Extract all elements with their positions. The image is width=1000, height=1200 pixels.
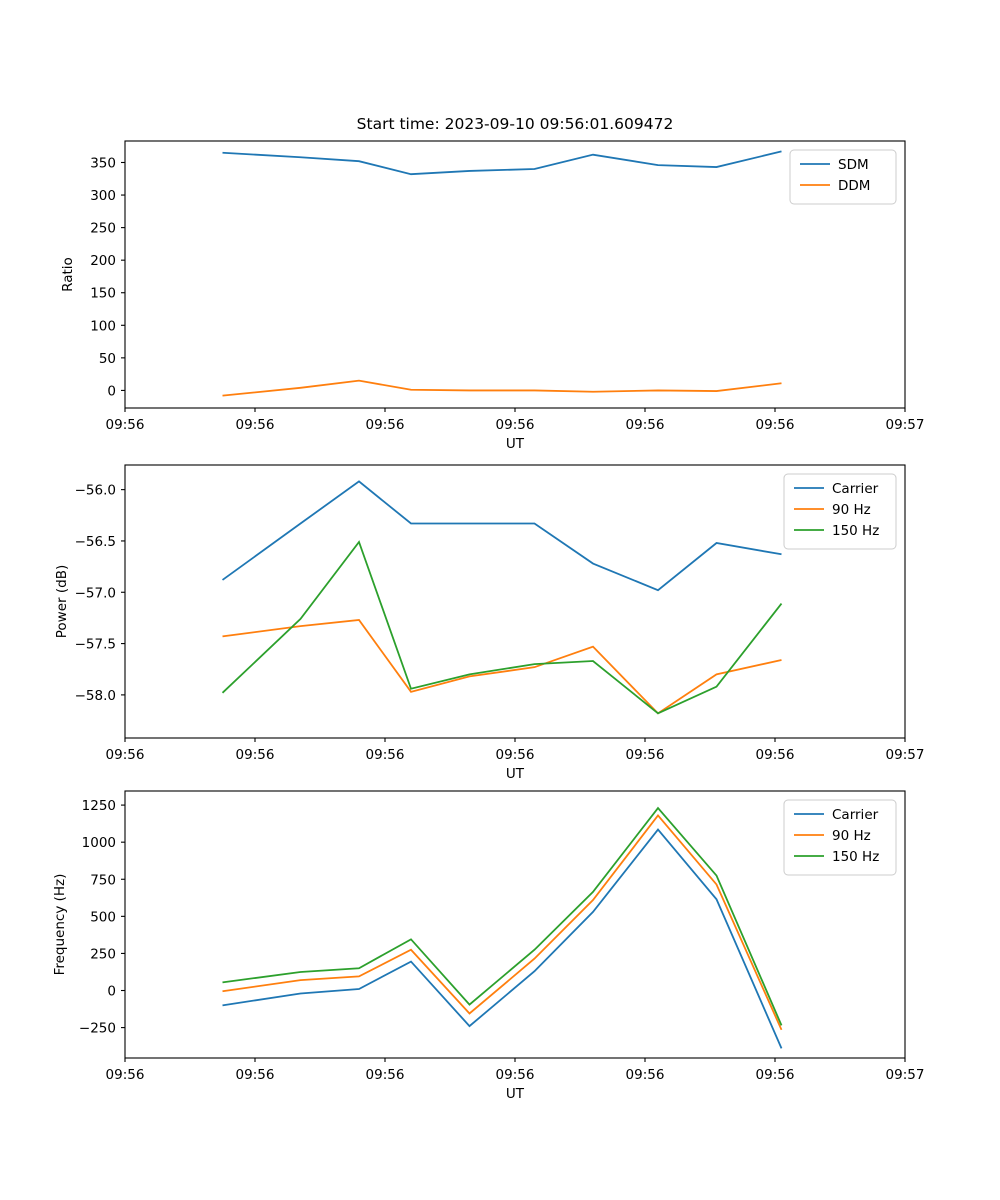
legend: Carrier 90 Hz 150 Hz [783,799,897,876]
y-tick-label: 100 [90,318,116,334]
y-tick-label: 300 [90,188,116,204]
series-line-carrier [222,828,783,1049]
series-line-90-hz [222,814,783,1031]
legend: Carrier 90 Hz 150 Hz [783,473,897,550]
series-line-ddm [222,379,782,397]
y-tick-label: 350 [90,155,116,171]
y-axis-label: Ratio [60,257,76,292]
x-tick-label: 09:56 [236,1067,275,1083]
x-tick-label: 09:56 [626,1067,665,1083]
axes-frame [124,140,906,409]
y-tick-label: 200 [90,253,116,269]
y-tick-label: 1000 [82,835,116,851]
x-tick-label: 09:56 [756,1067,795,1083]
y-tick-label: −56.0 [75,483,116,499]
y-tick-label: 0 [107,383,116,399]
x-tick-label: 09:56 [106,1067,145,1083]
x-tick-label: 09:57 [886,1067,925,1083]
y-tick-label: 150 [90,286,116,302]
y-tick-label: −57.0 [75,585,116,601]
y-tick-label: −58.0 [75,688,116,704]
x-tick-label: 09:56 [366,417,405,433]
x-tick-label: 09:56 [756,417,795,433]
x-tick-label: 09:56 [626,417,665,433]
frequency-subplot: 09:56 09:56 09:56 09:56 09:56 09:56 09:57 −250 0… [0,780,1000,1200]
y-tick-label: 500 [90,909,116,925]
ratio-plot-canvas: Start time: 2023-09-10 09:56:01.609472 09… [60,115,925,452]
legend: SDM DDM [789,149,897,205]
x-tick-label: 09:56 [106,417,145,433]
legend-label-90-hz: 90 Hz [832,502,871,518]
x-axis-label: UT [506,766,525,782]
legend-label-carrier: Carrier [832,807,879,823]
y-tick-label: 0 [107,984,116,1000]
y-tick-label: 50 [99,351,116,367]
legend-label-carrier: Carrier [832,481,879,497]
power-subplot: 09:56 09:56 09:56 09:56 09:56 09:56 09:57 −56.0… [0,455,1000,782]
x-tick-label: 09:56 [236,747,275,763]
y-tick-label: −56.5 [75,534,116,550]
x-tick-label: 09:56 [236,417,275,433]
x-tick-label: 09:57 [886,417,925,433]
legend-label-150-hz: 150 Hz [832,849,879,865]
x-tick-label: 09:56 [496,1067,535,1083]
frequency-plot-canvas: 09:56 09:56 09:56 09:56 09:56 09:56 09:57 −250 0… [52,790,925,1102]
y-tick-label: 750 [90,872,116,888]
legend-label-150-hz: 150 Hz [832,523,879,539]
y-tick-label: 250 [90,221,116,237]
series-line-90-hz [222,619,782,715]
power-plot-canvas: 09:56 09:56 09:56 09:56 09:56 09:56 09:57 −56.0… [54,464,925,782]
y-axis-label: Frequency (Hz) [52,874,68,976]
y-tick-label: 1250 [82,798,116,814]
legend-label-90-hz: 90 Hz [832,828,871,844]
series-line-150-hz [221,540,783,715]
figure-title: Start time: 2023-09-10 09:56:01.609472 [357,115,674,133]
x-tick-label: 09:56 [366,1067,405,1083]
x-tick-label: 09:56 [626,747,665,763]
x-tick-label: 09:57 [886,747,925,763]
series-line-carrier [221,480,782,592]
y-axis-label: Power (dB) [54,565,70,638]
x-tick-label: 09:56 [496,747,535,763]
x-tick-label: 09:56 [106,747,145,763]
legend-label-ddm: DDM [838,178,870,194]
y-tick-label: −250 [79,1021,116,1037]
y-tick-label: 250 [90,946,116,962]
x-axis-label: UT [506,436,525,452]
series-line-sdm [222,150,782,176]
x-tick-label: 09:56 [366,747,405,763]
series-line-150-hz [222,806,783,1026]
ratio-subplot: Start time: 2023-09-10 09:56:01.609472 09… [0,0,1000,455]
x-tick-label: 09:56 [496,417,535,433]
y-tick-label: −57.5 [75,637,116,653]
legend-label-sdm: SDM [838,157,869,173]
x-tick-label: 09:56 [756,747,795,763]
x-axis-label: UT [506,1086,525,1102]
